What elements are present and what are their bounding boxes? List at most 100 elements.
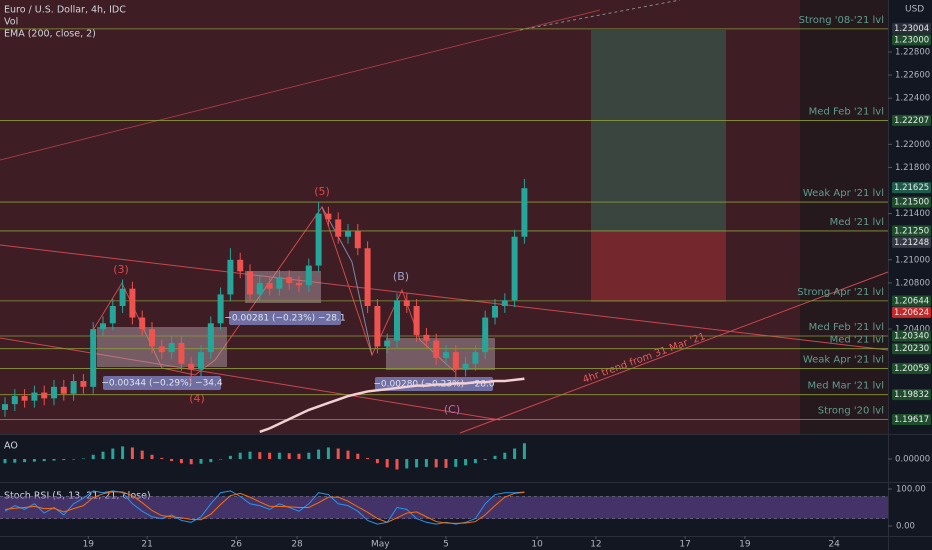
price-box-label: 1.23004 bbox=[894, 24, 929, 34]
candle-body bbox=[149, 329, 155, 347]
candle-body bbox=[70, 381, 77, 394]
level-name: Med '21 lvl bbox=[830, 335, 884, 346]
ao-bar bbox=[395, 459, 399, 470]
ao-bar bbox=[493, 455, 497, 459]
ao-bar bbox=[23, 459, 27, 463]
stoch-tick-label: 0.00 bbox=[896, 522, 915, 532]
candle-body bbox=[472, 352, 479, 364]
ao-bar bbox=[454, 459, 458, 467]
x-tick-label: 10 bbox=[531, 540, 543, 550]
x-tick-label: 17 bbox=[679, 540, 690, 550]
ao-bar bbox=[385, 459, 389, 468]
main-plot bbox=[0, 28, 888, 433]
ao-bar bbox=[464, 459, 468, 466]
level-name: Weak Apr '21 lvl bbox=[803, 354, 884, 365]
candle-body bbox=[188, 363, 195, 370]
candle-body bbox=[384, 340, 391, 347]
candle-body bbox=[227, 259, 234, 295]
main-pane-right bbox=[800, 0, 888, 434]
candle-body bbox=[462, 363, 469, 370]
price-box-label: 1.20644 bbox=[894, 296, 929, 306]
trend-line bbox=[459, 271, 889, 434]
candle-body bbox=[41, 392, 48, 399]
candle-body bbox=[21, 396, 28, 401]
wave-label: (3) bbox=[113, 263, 129, 276]
price-box-label: 1.19832 bbox=[894, 390, 929, 400]
ao-bar bbox=[326, 447, 330, 459]
ao-bar bbox=[483, 459, 487, 461]
candle-body bbox=[364, 248, 371, 306]
candle-body bbox=[413, 305, 420, 335]
y-tick-label: 1.22400 bbox=[895, 94, 930, 104]
ao-bar bbox=[336, 448, 340, 459]
ao-bar bbox=[13, 459, 17, 463]
level-name: Med Mar '21 lvl bbox=[808, 381, 884, 392]
price-box bbox=[892, 389, 931, 401]
stoch-band bbox=[0, 496, 888, 519]
candle-body bbox=[296, 282, 302, 286]
candle-body bbox=[374, 305, 381, 347]
wave-label: (C) bbox=[444, 403, 460, 416]
ao-bar bbox=[209, 459, 213, 463]
price-box-label: 1.21625 bbox=[894, 183, 929, 193]
ao-bar bbox=[513, 448, 517, 459]
ao-bar bbox=[189, 459, 193, 465]
candle-body bbox=[433, 340, 440, 358]
y-tick-label: 1.20800 bbox=[895, 278, 930, 288]
candle-body bbox=[237, 259, 244, 272]
candle-body bbox=[90, 329, 97, 387]
candle-body bbox=[452, 352, 459, 370]
measure-label-bg bbox=[229, 311, 341, 325]
ao-bar bbox=[375, 459, 379, 464]
candle-body bbox=[178, 342, 185, 364]
candle-body bbox=[354, 230, 361, 249]
ao-bar bbox=[307, 452, 311, 459]
stoch-tick-label: 100.00 bbox=[896, 485, 926, 495]
ao-bar bbox=[150, 454, 154, 459]
level-name: Med Feb '21 lvl bbox=[809, 322, 884, 333]
stoch-line bbox=[4, 490, 525, 525]
price-box-label: 1.21500 bbox=[894, 198, 929, 208]
ao-bar bbox=[160, 457, 164, 459]
price-box bbox=[892, 330, 931, 342]
candle-body bbox=[51, 386, 57, 399]
ao-bar bbox=[415, 459, 419, 468]
candle-body bbox=[100, 323, 106, 330]
level-name: Med Feb '21 lvl bbox=[809, 106, 884, 117]
candle-body bbox=[256, 282, 263, 295]
price-box-label: 1.19617 bbox=[894, 415, 929, 425]
ao-bar bbox=[140, 450, 144, 459]
trend-line bbox=[0, 244, 889, 351]
candle-body bbox=[129, 288, 136, 318]
candle-body bbox=[31, 392, 38, 401]
x-tick-label: 26 bbox=[231, 540, 243, 550]
x-tick-label: 19 bbox=[83, 540, 95, 550]
y-tick-label: 1.21400 bbox=[895, 209, 930, 219]
y-tick-label: 1.22800 bbox=[895, 47, 930, 57]
ao-bar bbox=[3, 459, 7, 464]
candle-body bbox=[2, 404, 8, 410]
trend-line bbox=[0, 9, 601, 161]
price-box bbox=[892, 196, 931, 208]
candle-body bbox=[276, 277, 283, 289]
wave-label: (5) bbox=[314, 185, 330, 198]
candle-body bbox=[60, 386, 67, 394]
ao-bar bbox=[62, 459, 66, 461]
range-box bbox=[386, 338, 495, 370]
stoch-line bbox=[4, 491, 525, 524]
ao-bar bbox=[238, 452, 242, 459]
ao-bar bbox=[248, 451, 252, 459]
ao-bar bbox=[179, 459, 183, 464]
price-box-label: 1.21250 bbox=[894, 226, 929, 236]
ao-bar bbox=[268, 452, 272, 459]
ao-bar bbox=[297, 453, 301, 459]
level-name: Strong Apr '21 lvl bbox=[797, 287, 884, 298]
candle-body bbox=[403, 300, 410, 306]
candle-body bbox=[207, 323, 214, 353]
candle-body bbox=[501, 300, 508, 306]
ao-bar bbox=[42, 459, 46, 462]
stoch-pane bbox=[0, 483, 888, 536]
trend-line bbox=[0, 337, 501, 421]
currency: USD bbox=[905, 5, 924, 15]
ema-label: EMA (200, close, 2) bbox=[4, 29, 96, 40]
